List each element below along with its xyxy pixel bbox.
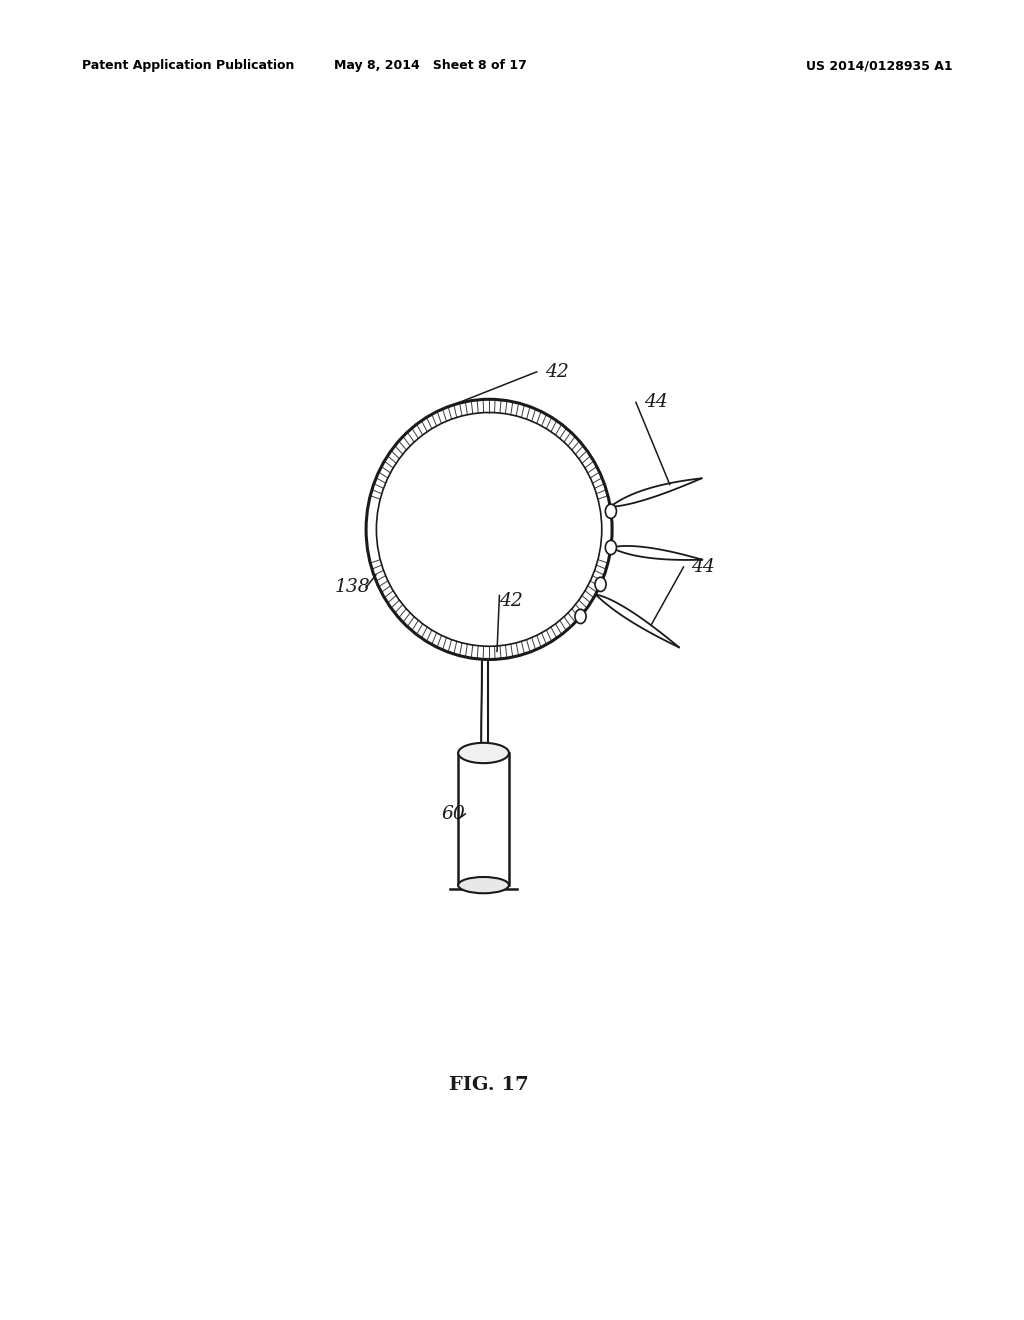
Circle shape [605,504,616,519]
Circle shape [595,577,606,591]
Circle shape [574,610,586,623]
Circle shape [605,540,616,554]
Text: 60: 60 [441,805,465,822]
Text: 44: 44 [644,393,668,412]
Ellipse shape [458,876,509,894]
Text: May 8, 2014   Sheet 8 of 17: May 8, 2014 Sheet 8 of 17 [334,59,526,73]
Text: 44: 44 [691,558,715,576]
Text: FIG. 17: FIG. 17 [450,1076,529,1094]
Bar [458,752,509,886]
Text: 42: 42 [545,363,568,381]
Text: Patent Application Publication: Patent Application Publication [82,59,294,73]
Text: 138: 138 [334,578,370,597]
Ellipse shape [458,743,509,763]
Text: 42: 42 [500,591,523,610]
Text: US 2014/0128935 A1: US 2014/0128935 A1 [806,59,952,73]
